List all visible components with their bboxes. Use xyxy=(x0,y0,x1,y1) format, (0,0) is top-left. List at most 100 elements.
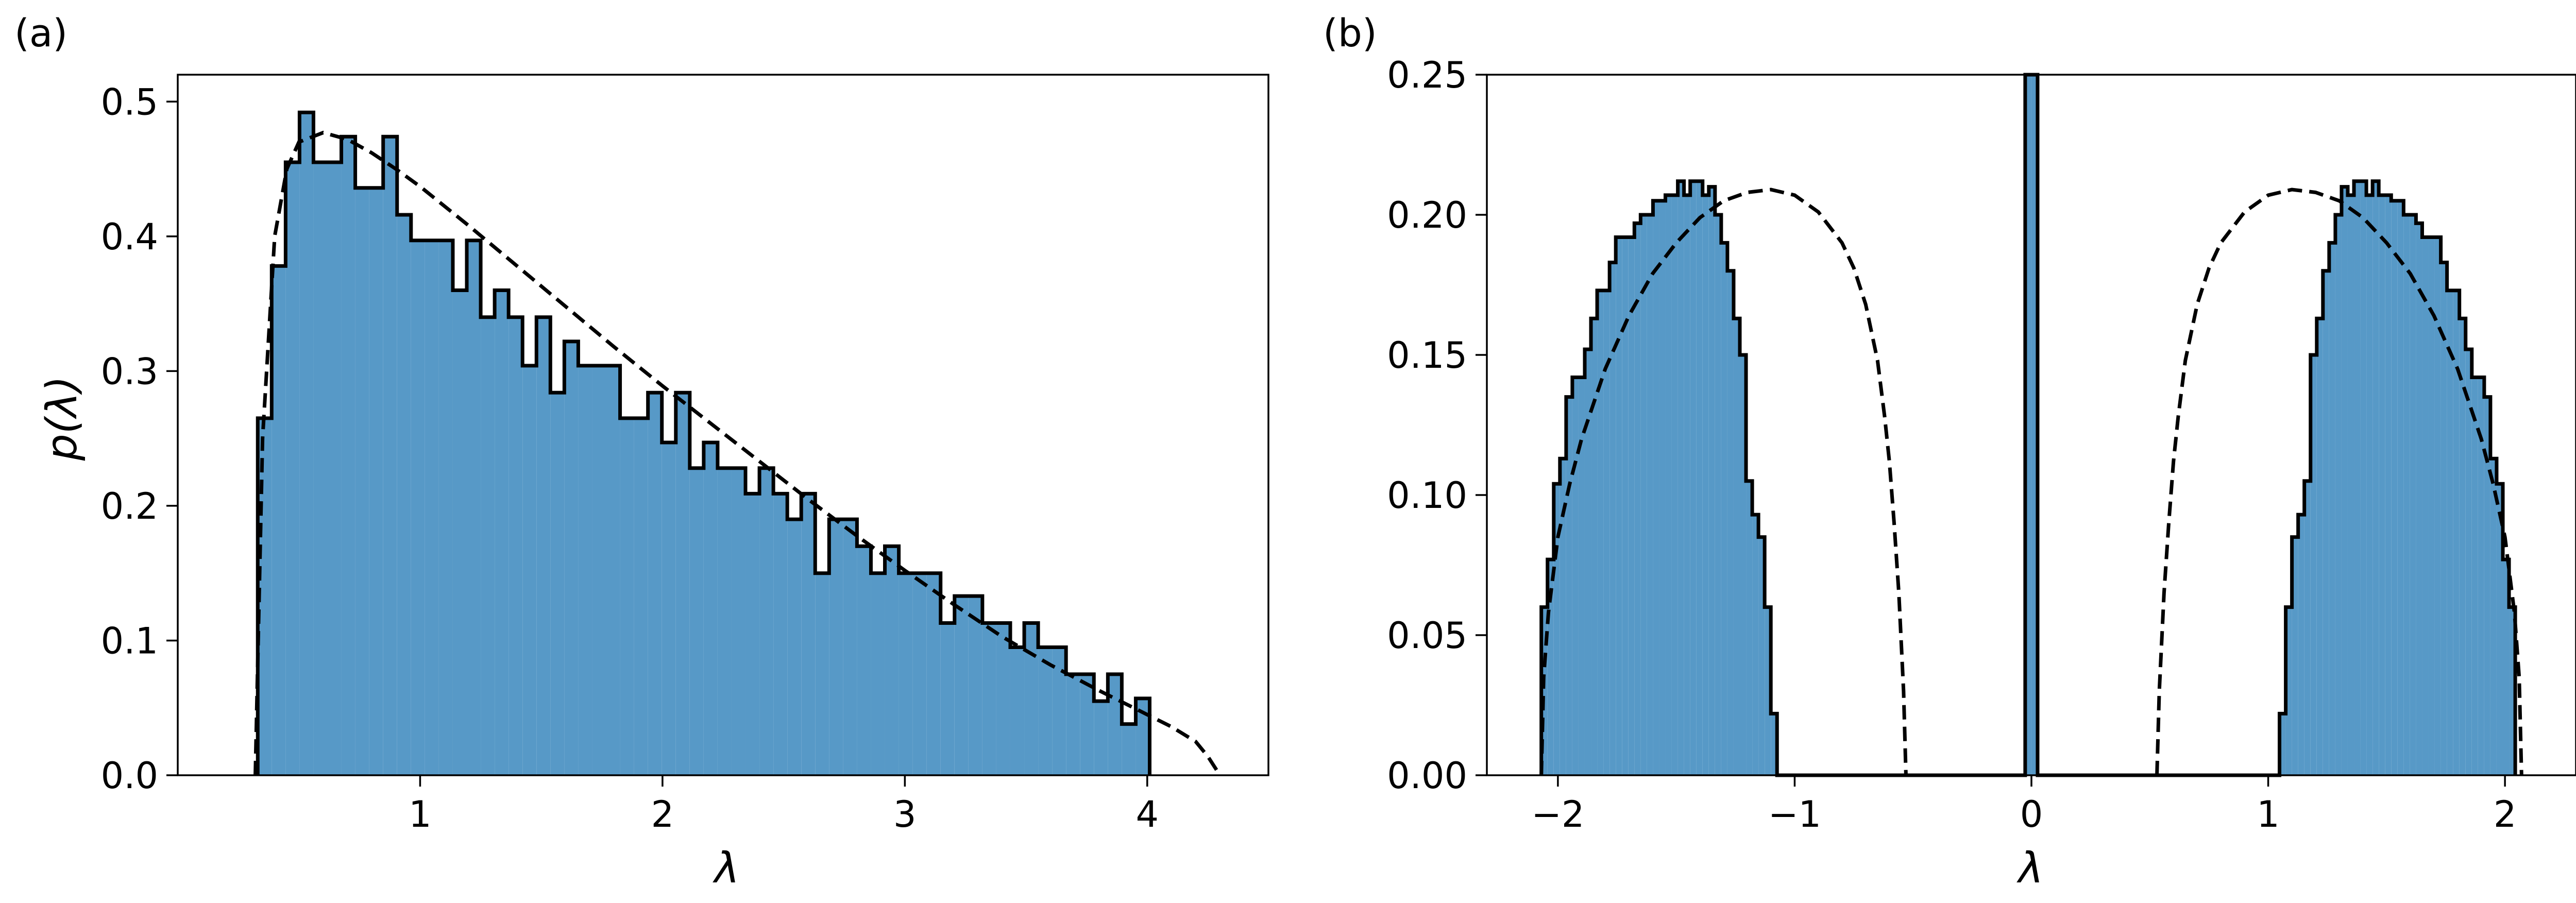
histogram-bar-a xyxy=(495,290,509,775)
histogram-bar-b xyxy=(1746,481,1753,775)
histogram-bar-b xyxy=(1584,349,1591,775)
histogram-bar-a xyxy=(801,493,816,775)
histogram-bar-a xyxy=(954,596,969,775)
xlabel-a: λ xyxy=(713,844,740,893)
y-tick-label-b: 0.25 xyxy=(1387,54,1467,96)
histogram-bar-a xyxy=(1038,647,1053,775)
histogram-bar-a xyxy=(940,623,955,775)
x-tick-label-b: 0 xyxy=(2020,793,2043,836)
histogram-bar-a xyxy=(717,468,732,775)
histogram-bar-a xyxy=(397,215,411,775)
histogram-bar-a xyxy=(383,137,397,776)
histogram-bar-b xyxy=(2422,237,2429,775)
histogram-bar-b xyxy=(1677,181,1684,776)
histogram-bar-b xyxy=(2441,262,2447,776)
histogram-bar-a xyxy=(857,546,871,775)
histogram-bar-a xyxy=(355,188,369,775)
histogram-bar-a xyxy=(745,493,760,775)
histogram-bar-a xyxy=(550,393,565,775)
histogram-bar-b xyxy=(1696,181,1703,776)
histogram-bar-a xyxy=(885,546,899,775)
histogram-bar-b xyxy=(1671,195,1678,775)
histogram-outline-a xyxy=(256,110,1151,775)
histogram-bar-a xyxy=(369,188,383,775)
histogram-bar-a xyxy=(912,573,927,775)
histogram-bar-a xyxy=(968,596,982,775)
histogram-bar-b xyxy=(2403,215,2410,775)
ylabel-a: p(λ) xyxy=(38,376,87,462)
histogram-bar-b xyxy=(1578,377,1585,775)
histogram-bar-a xyxy=(341,137,355,776)
histogram-bar-b xyxy=(1653,200,1659,775)
y-tick-label-b: 0.20 xyxy=(1387,194,1467,236)
histogram-bar-a xyxy=(1080,674,1094,775)
histogram-bar-a xyxy=(481,317,495,775)
histogram-bar-b xyxy=(1628,237,1635,775)
histogram-bar-b xyxy=(2478,377,2484,775)
plot-area-b: −2 −1 0 1 2 0.00 0.05 0.10 0.15 0.20 0.25 xyxy=(1387,54,2576,836)
x-tick-label-a: 3 xyxy=(893,793,917,836)
y-tick-label-a: 0.5 xyxy=(101,81,158,123)
histogram-bar-a xyxy=(578,365,592,775)
histogram-bar-b xyxy=(1634,223,1641,775)
x-tick-label-a: 2 xyxy=(651,793,674,836)
histogram-bar-b xyxy=(2304,481,2311,775)
histogram-bar-b xyxy=(2484,397,2490,775)
histogram-bar-a xyxy=(843,519,857,775)
histogram-bar-a xyxy=(815,573,829,775)
histogram-bar-a xyxy=(313,162,328,775)
histogram-bar-a xyxy=(411,240,425,775)
histogram-bar-b xyxy=(2335,215,2342,775)
histogram-bar-a xyxy=(634,418,648,775)
histogram-bar-a xyxy=(759,468,774,775)
panel-a: (a) 1 2 3 4 0.0 0.1 0.2 0.3 0.4 0.5 λ p(λ) xyxy=(14,11,1269,893)
x-tick-label-b: 1 xyxy=(2257,793,2280,836)
xlabel-b: λ xyxy=(2016,844,2044,893)
y-tick-label-a: 0.1 xyxy=(101,620,158,662)
y-tick-label-b: 0.05 xyxy=(1387,615,1467,657)
x-tick-label-a: 4 xyxy=(1136,793,1159,836)
histogram-bar-b xyxy=(1597,290,1604,775)
histogram-bar-b xyxy=(2366,195,2373,775)
histogram-bar-a xyxy=(1108,674,1122,775)
histogram-bar-b xyxy=(1647,215,1653,775)
histogram-bar-b xyxy=(1622,237,1629,775)
y-tick-label-b: 0.10 xyxy=(1387,474,1467,517)
x-tick-label-b: 2 xyxy=(2494,793,2517,836)
histogram-bar-b xyxy=(2360,181,2367,776)
histogram-bar-b xyxy=(2434,237,2441,775)
histogram-bar-a xyxy=(327,162,342,775)
histogram-bar-a xyxy=(731,468,746,775)
histogram-bar-a xyxy=(899,573,913,775)
x-tick-label-a: 1 xyxy=(409,793,432,836)
histogram-bar-b xyxy=(2329,243,2335,775)
histogram-bar-b xyxy=(2447,290,2453,775)
histogram-bar-b xyxy=(2341,186,2348,776)
histogram-bar-a xyxy=(272,266,286,775)
histogram-bar-b xyxy=(2465,349,2472,775)
histogram-bar-b xyxy=(1752,515,1759,775)
histogram-bar-a xyxy=(438,240,453,775)
histogram-bar-a xyxy=(592,365,606,775)
histogram-bar-b xyxy=(1609,262,1616,776)
histogram-bar-b xyxy=(2385,195,2392,775)
panel-label-a: (a) xyxy=(14,11,67,56)
x-tick-label-b: −1 xyxy=(1768,793,1821,836)
histogram-bar-a xyxy=(1122,724,1136,775)
histogram-bar-b xyxy=(2490,458,2497,775)
histogram-bar-a xyxy=(285,162,300,775)
histogram-bar-a xyxy=(1010,647,1025,775)
y-tick-label-a: 0.2 xyxy=(101,485,158,527)
histogram-bar-a xyxy=(1024,623,1039,775)
x-tick-label-b: −2 xyxy=(1531,793,1584,836)
histogram-bar-a xyxy=(829,519,843,775)
histogram-bar-b xyxy=(2416,223,2422,775)
histogram-bar-b xyxy=(2391,200,2398,775)
histogram-bar-b xyxy=(1560,458,1566,775)
histogram-bar-a xyxy=(773,493,788,775)
histogram-bar-a xyxy=(871,573,885,775)
histogram-bar-a xyxy=(620,418,634,775)
histogram-bar-a xyxy=(452,290,467,775)
histogram-bar-b xyxy=(2316,318,2323,775)
histogram-bar-a xyxy=(926,573,941,775)
